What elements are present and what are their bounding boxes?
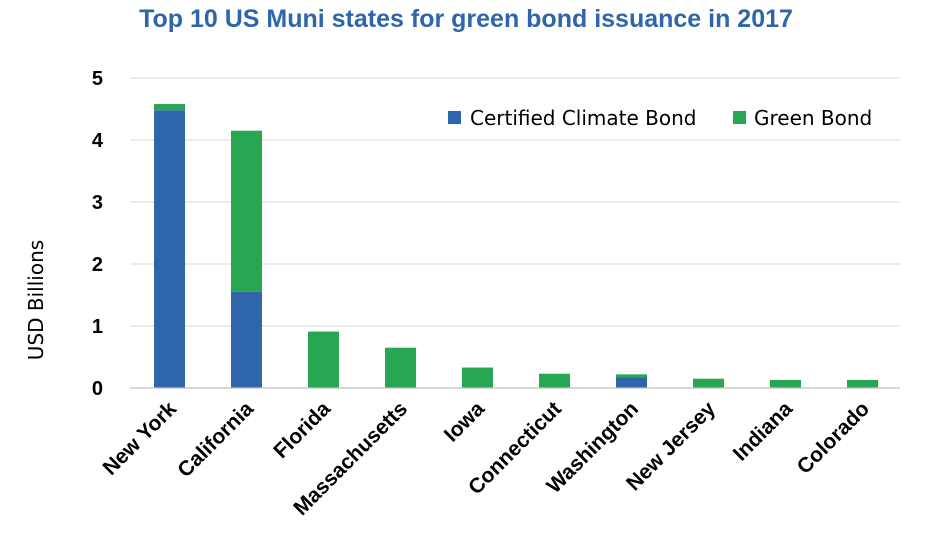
bars-group <box>154 104 878 389</box>
bar-iowa-green-bond <box>462 367 493 388</box>
x-tick-label: Iowa <box>440 397 489 446</box>
y-axis-label: USD Billions <box>24 240 48 360</box>
legend-label: Green Bond <box>754 106 872 130</box>
bar-florida-green-bond <box>308 331 339 388</box>
x-tick-label: Indiana <box>729 397 797 465</box>
bar-new-jersey-green-bond <box>693 378 724 388</box>
x-tick-label: New York <box>98 397 181 480</box>
legend-swatch-green-bond <box>733 111 746 124</box>
bar-washington-certified-climate-bond <box>616 377 647 388</box>
x-tick-label: California <box>173 397 258 482</box>
y-tick-label: 3 <box>92 192 103 214</box>
y-tick-label: 0 <box>92 378 103 400</box>
x-tick-label: Florida <box>269 397 335 463</box>
legend-label: Certified Climate Bond <box>470 106 697 130</box>
bar-new-york-green-bond <box>154 104 185 111</box>
bar-california-green-bond <box>231 130 262 292</box>
bar-new-york-certified-climate-bond <box>154 110 185 389</box>
y-tick-label: 1 <box>92 316 103 338</box>
bar-indiana-green-bond <box>770 379 801 388</box>
y-tick-label: 4 <box>92 130 104 152</box>
chart-title: Top 10 US Muni states for green bond iss… <box>139 5 793 33</box>
bar-colorado-green-bond <box>847 379 878 388</box>
y-tick-label: 5 <box>92 68 103 90</box>
legend: Certified Climate Bond Green Bond <box>448 106 872 130</box>
x-tick-label: Colorado <box>793 397 874 478</box>
y-tick-label: 2 <box>92 254 103 276</box>
bar-california-certified-climate-bond <box>231 291 262 388</box>
bar-washington-green-bond <box>616 374 647 378</box>
bar-connecticut-green-bond <box>539 373 570 388</box>
legend-swatch-certified-climate-bond <box>448 111 461 124</box>
bar-massachusetts-green-bond <box>385 347 416 388</box>
